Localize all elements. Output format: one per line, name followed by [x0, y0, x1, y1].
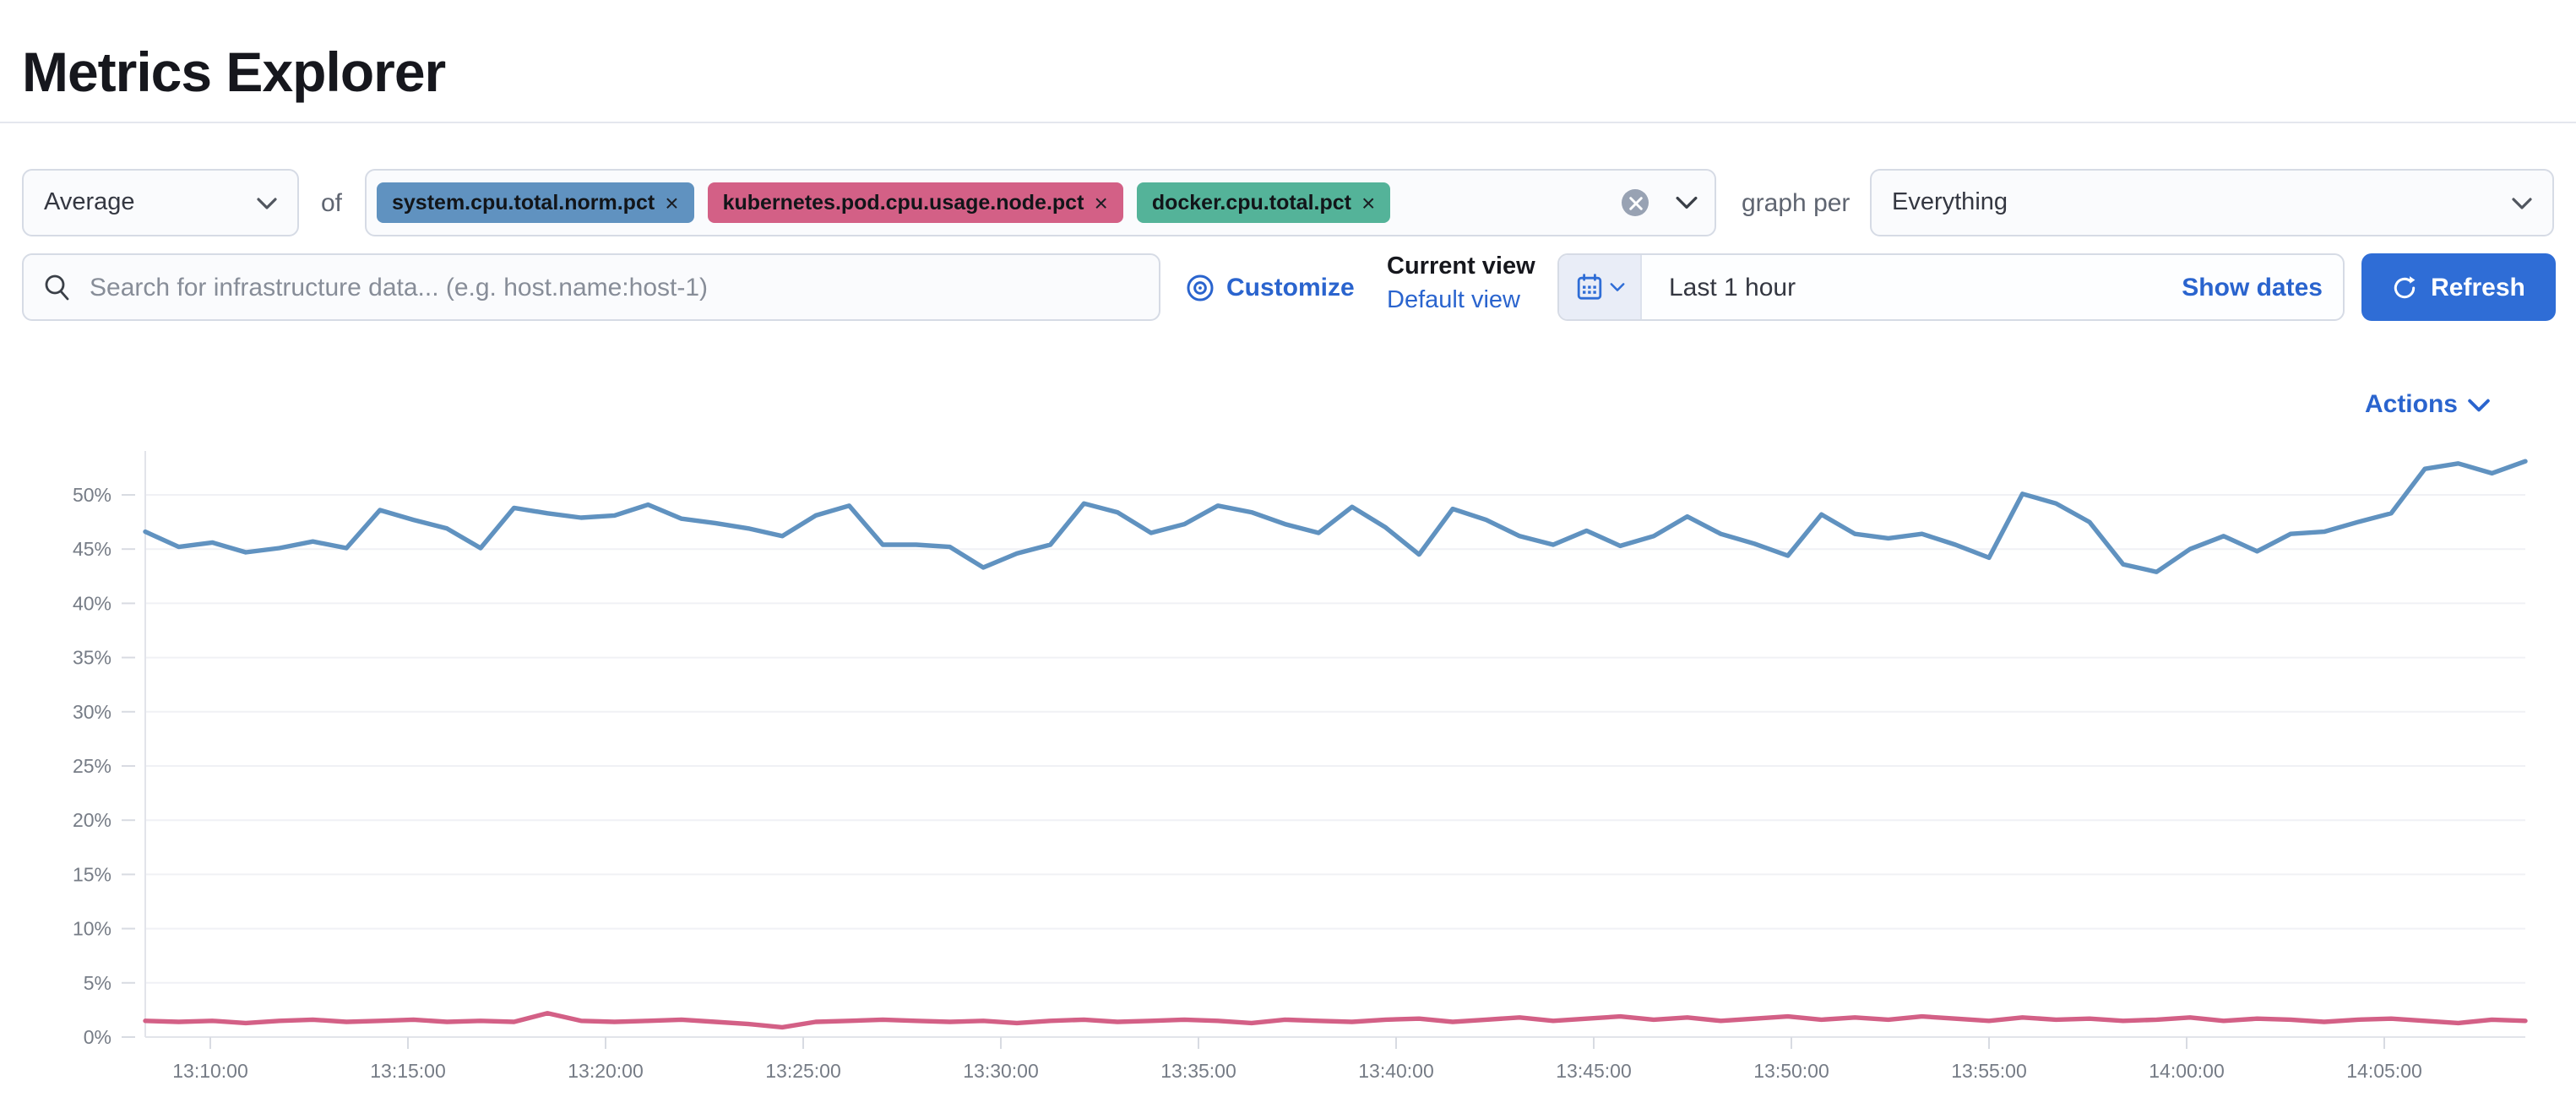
svg-text:14:00:00: 14:00:00	[2149, 1060, 2225, 1082]
metrics-dropdown-caret[interactable]	[1676, 196, 1698, 209]
of-label: of	[321, 188, 343, 217]
svg-text:20%: 20%	[73, 809, 111, 831]
show-dates-button[interactable]: Show dates	[2182, 273, 2323, 301]
chevron-down-icon	[1676, 196, 1698, 209]
page-title: Metrics Explorer	[22, 41, 446, 104]
metrics-line-chart: 0% 5% 10% 15% 20% 25% 30% 35% 40% 45% 50% 13:10:00 1…	[73, 451, 2528, 1082]
chevron-down-icon	[1609, 283, 1624, 291]
search-icon	[45, 274, 69, 301]
actions-label: Actions	[2364, 390, 2458, 419]
chevron-down-icon	[2512, 197, 2532, 209]
svg-text:13:25:00: 13:25:00	[765, 1060, 841, 1082]
svg-text:13:45:00: 13:45:00	[1556, 1060, 1632, 1082]
actions-menu-button[interactable]: Actions	[2365, 390, 2490, 419]
metric-tag: docker.cpu.total.pct ×	[1136, 182, 1391, 223]
metric-tag-label: kubernetes.pod.cpu.usage.node.pct	[722, 191, 1084, 215]
aggregation-select[interactable]: Average	[22, 169, 299, 236]
svg-text:13:20:00: 13:20:00	[568, 1060, 644, 1082]
svg-text:13:50:00: 13:50:00	[1753, 1060, 1829, 1082]
header-divider	[0, 122, 2576, 123]
remove-metric-icon[interactable]: ×	[1361, 189, 1376, 216]
svg-text:35%: 35%	[73, 647, 111, 669]
view-switcher: Current view Default view	[1387, 250, 1547, 319]
svg-text:5%: 5%	[84, 972, 111, 994]
close-icon	[1628, 196, 1642, 209]
customize-button[interactable]: Customize	[1186, 253, 1355, 321]
svg-text:45%: 45%	[73, 538, 111, 560]
svg-text:13:15:00: 13:15:00	[370, 1060, 446, 1082]
svg-text:15%: 15%	[73, 863, 111, 885]
svg-text:13:30:00: 13:30:00	[963, 1060, 1039, 1082]
default-view-link[interactable]: Default view	[1387, 287, 1520, 314]
refresh-button[interactable]: Refresh	[2361, 253, 2556, 321]
svg-text:25%: 25%	[73, 755, 111, 777]
svg-text:50%: 50%	[73, 484, 111, 506]
metric-tag: system.cpu.total.norm.pct ×	[377, 182, 694, 223]
group-by-select[interactable]: Everything	[1870, 169, 2554, 236]
calendar-icon	[1576, 274, 1601, 300]
svg-text:14:05:00: 14:05:00	[2346, 1060, 2422, 1082]
chevron-down-icon	[2468, 398, 2490, 411]
svg-text:10%: 10%	[73, 918, 111, 940]
refresh-icon	[2394, 275, 2416, 298]
graph-per-label: graph per	[1742, 188, 1850, 217]
metric-tag-label: system.cpu.total.norm.pct	[392, 191, 655, 215]
metric-tag: kubernetes.pod.cpu.usage.node.pct ×	[707, 182, 1123, 223]
date-picker: Last 1 hour Show dates	[1557, 253, 2345, 321]
customize-label: Customize	[1226, 273, 1355, 301]
svg-text:13:55:00: 13:55:00	[1951, 1060, 2027, 1082]
current-view-label: Current view	[1387, 253, 1535, 280]
refresh-label: Refresh	[2431, 273, 2525, 301]
svg-text:0%: 0%	[84, 1026, 111, 1048]
metrics-combobox[interactable]: system.cpu.total.norm.pct × kubernetes.p…	[365, 169, 1716, 236]
search-input[interactable]	[86, 271, 1139, 303]
svg-text:13:35:00: 13:35:00	[1160, 1060, 1236, 1082]
group-by-value: Everything	[1892, 189, 2008, 216]
calendar-button[interactable]	[1559, 255, 1642, 319]
svg-text:13:40:00: 13:40:00	[1358, 1060, 1434, 1082]
svg-text:30%: 30%	[73, 701, 111, 723]
metric-tag-list: system.cpu.total.norm.pct × kubernetes.p…	[377, 182, 1608, 223]
customize-eye-icon	[1187, 274, 1214, 301]
remove-metric-icon[interactable]: ×	[1094, 189, 1108, 216]
search-bar	[22, 253, 1160, 321]
aggregation-value: Average	[44, 189, 135, 216]
remove-metric-icon[interactable]: ×	[665, 189, 679, 216]
svg-text:40%: 40%	[73, 592, 111, 614]
clear-all-metrics-button[interactable]	[1622, 189, 1649, 216]
time-range-button[interactable]: Last 1 hour	[1669, 273, 1796, 301]
chevron-down-icon	[257, 197, 277, 209]
svg-text:13:10:00: 13:10:00	[172, 1060, 248, 1082]
metric-tag-label: docker.cpu.total.pct	[1151, 191, 1351, 215]
